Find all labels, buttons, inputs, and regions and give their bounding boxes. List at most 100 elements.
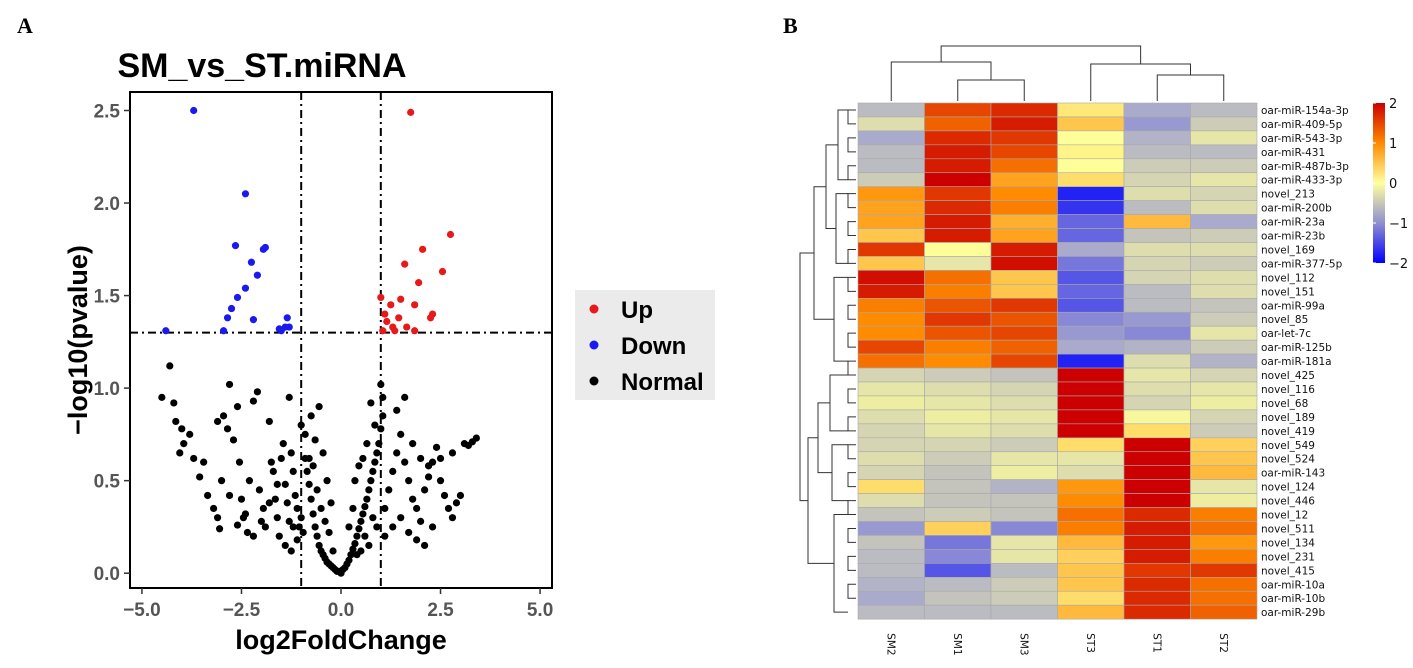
heatmap-cell <box>1123 130 1191 146</box>
heatmap-cell <box>1123 256 1191 271</box>
point-normal <box>417 517 425 525</box>
heatmap-cell <box>1190 339 1258 355</box>
colorbar-tick-label: −2 <box>1389 257 1408 272</box>
heatmap-cell <box>990 576 1058 592</box>
volcano-legend: Up Down Normal <box>575 290 715 400</box>
heatmap-cell <box>1190 144 1258 160</box>
point-up <box>401 260 409 268</box>
point-normal <box>277 454 285 463</box>
point-normal <box>359 454 367 463</box>
heatmap-cell <box>1190 325 1258 341</box>
heatmap-cell <box>1190 507 1258 522</box>
heatmap-cell <box>990 423 1058 439</box>
heatmap-cell <box>924 437 992 453</box>
row-dendrogram-branch <box>847 500 856 516</box>
row-dendrogram-branch <box>833 276 848 362</box>
heatmap-row-label: novel_85 <box>1261 314 1308 326</box>
point-normal <box>237 495 246 503</box>
heatmap-row-label: novel_169 <box>1261 244 1315 256</box>
point-normal <box>245 477 254 485</box>
point-up <box>411 301 419 309</box>
heatmap-cell <box>1057 493 1125 508</box>
point-normal <box>241 510 250 518</box>
heatmap-cell <box>990 102 1058 118</box>
point-normal <box>255 486 263 494</box>
point-normal <box>421 486 429 494</box>
row-dendrogram-branch <box>847 109 856 125</box>
heatmap-cell <box>924 563 992 578</box>
heatmap-cell <box>1123 367 1191 383</box>
heatmap-row-label: oar-miR-29b <box>1261 607 1325 619</box>
point-normal <box>323 477 331 485</box>
point-normal <box>215 525 224 533</box>
row-dendrogram-branch <box>847 527 856 543</box>
point-normal <box>289 467 297 476</box>
heatmap-cell <box>857 186 925 201</box>
heatmap-cell <box>990 549 1058 564</box>
point-up <box>395 314 403 322</box>
heatmap-cell <box>990 521 1058 536</box>
row-dendrogram-branch <box>847 165 856 181</box>
point-normal <box>279 440 287 448</box>
heatmap-cell <box>1123 423 1191 439</box>
heatmap-cell <box>1123 381 1191 397</box>
point-normal <box>373 523 381 531</box>
point-normal <box>432 443 441 451</box>
point-normal <box>285 517 293 525</box>
row-dendrogram-branch <box>847 555 856 571</box>
heatmap-row-label: oar-miR-99a <box>1261 300 1325 312</box>
heatmap-cell <box>1057 186 1125 201</box>
heatmap-cell <box>1123 102 1191 118</box>
y-tick-label: 0.5 <box>94 472 121 493</box>
heatmap-cell <box>1123 521 1191 536</box>
point-down <box>233 293 242 302</box>
heatmap-row-label: oar-miR-154a-3p <box>1261 105 1349 117</box>
point-normal <box>271 495 279 503</box>
heatmap-cell <box>857 325 925 341</box>
point-normal <box>249 397 258 405</box>
point-normal <box>361 502 369 511</box>
point-normal <box>261 523 269 531</box>
heatmap-cell <box>857 423 925 439</box>
row-dendrogram-branch <box>847 416 856 432</box>
heatmap-cell <box>857 130 925 146</box>
panel-b-label: B <box>783 13 798 38</box>
point-up <box>438 267 447 276</box>
heatmap-cell <box>857 465 925 480</box>
point-up <box>387 301 395 309</box>
heatmap-cell <box>990 297 1058 313</box>
heatmap-row-label: oar-miR-143 <box>1261 468 1325 480</box>
heatmap-cell <box>990 493 1058 508</box>
point-normal <box>381 504 389 513</box>
heatmap-row-label: novel_68 <box>1261 398 1308 410</box>
point-normal <box>472 434 480 442</box>
point-normal <box>217 477 226 485</box>
heatmap-cell <box>1123 437 1191 453</box>
heatmap-cell <box>1057 297 1125 313</box>
heatmap-cell <box>1190 270 1258 285</box>
y-tick-label: 1.5 <box>94 287 121 308</box>
point-normal <box>373 449 381 457</box>
heatmap-cell <box>1057 256 1125 271</box>
heatmap-cell <box>1057 325 1125 341</box>
heatmap-cell <box>1190 479 1258 494</box>
heatmap-cell <box>1190 563 1258 578</box>
row-dendrogram-branch <box>847 304 856 320</box>
point-normal <box>166 362 174 370</box>
colorbar-tick-label: −1 <box>1389 217 1408 232</box>
heatmap-cell <box>1057 381 1125 397</box>
point-normal <box>281 480 289 488</box>
point-normal <box>307 412 315 420</box>
heatmap-cell <box>990 437 1058 453</box>
point-normal <box>229 436 238 444</box>
point-normal <box>456 491 465 500</box>
heatmap-row-label: novel_415 <box>1261 565 1315 577</box>
point-normal <box>440 491 449 500</box>
point-down <box>259 245 267 253</box>
heatmap-cell <box>1190 437 1258 453</box>
point-normal <box>436 477 445 485</box>
point-normal <box>397 430 405 438</box>
point-normal <box>409 495 417 503</box>
point-normal <box>409 440 417 448</box>
y-tick-label: 0.0 <box>94 564 120 585</box>
